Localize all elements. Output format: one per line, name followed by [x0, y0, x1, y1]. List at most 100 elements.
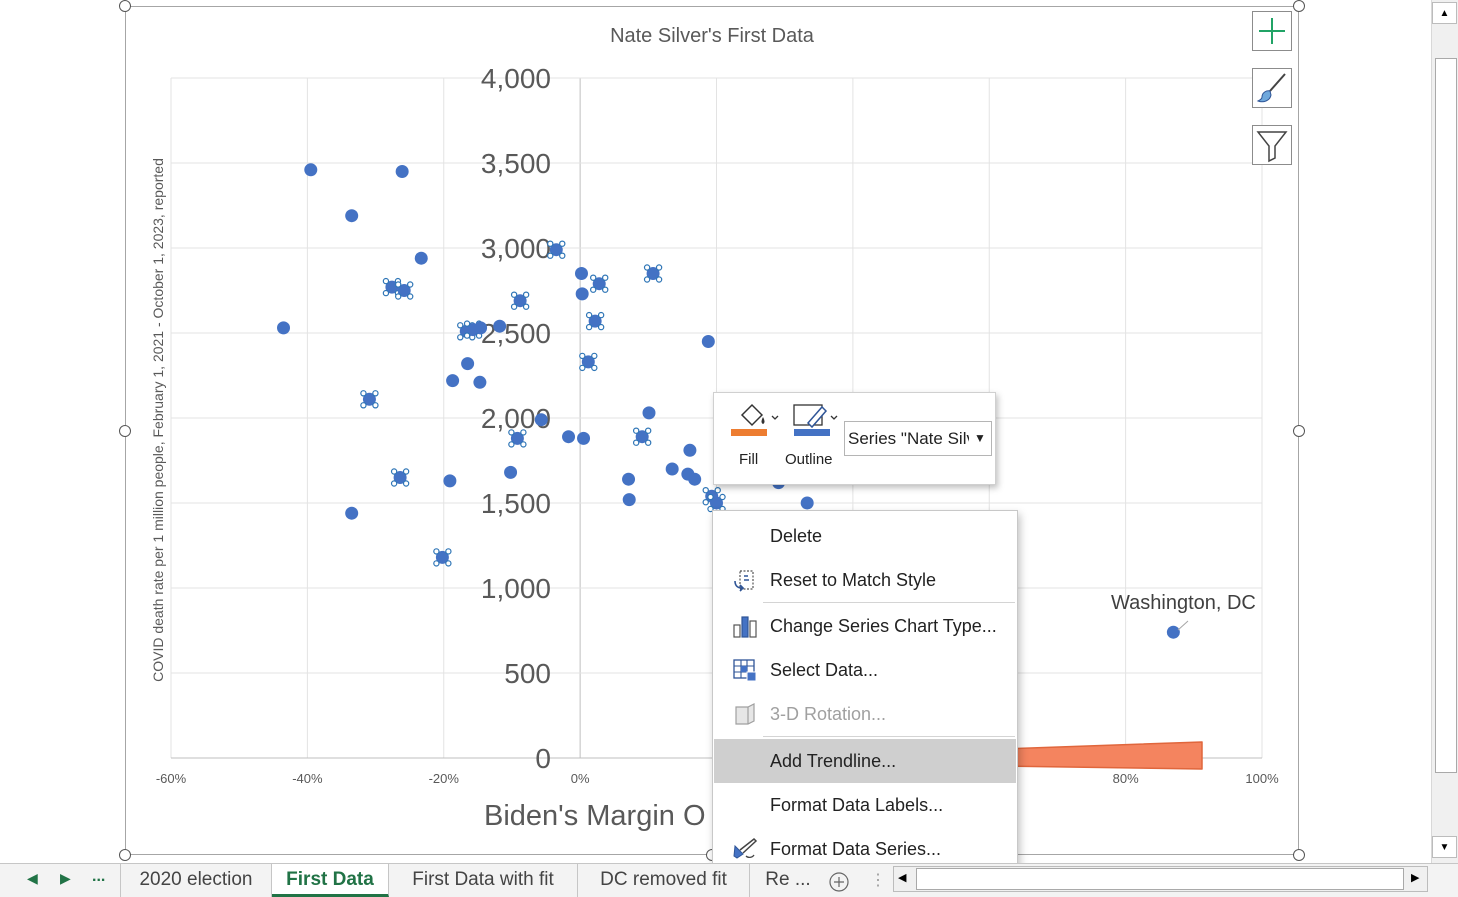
scroll-left-icon[interactable]: ◀ — [898, 872, 907, 884]
selection-handle[interactable] — [360, 402, 367, 409]
selection-handle[interactable] — [508, 441, 515, 448]
selection-handle[interactable] — [457, 322, 464, 329]
selection-handle[interactable] — [407, 293, 414, 300]
selection-handle[interactable] — [463, 332, 471, 339]
selection-handle[interactable] — [402, 480, 410, 487]
selection-handle[interactable] — [445, 560, 452, 567]
selection-handle[interactable] — [407, 281, 414, 288]
data-series[interactable] — [277, 163, 1180, 639]
data-point[interactable] — [504, 465, 518, 479]
tab-overflow-ellipsis[interactable]: ... — [92, 868, 106, 885]
sheet-tab-overflow[interactable]: Re ... — [765, 869, 811, 890]
tab-scroll-left-icon[interactable]: ◀ — [27, 870, 38, 886]
scroll-right-icon[interactable]: ▶ — [1411, 872, 1420, 884]
resize-handle-right[interactable] — [1293, 425, 1305, 437]
sheet-tab-dc-removed-fit[interactable]: DC removed fit — [578, 864, 750, 897]
selection-handle[interactable] — [585, 323, 593, 331]
selection-handle[interactable] — [372, 402, 379, 409]
menu-item-change-series-chart-type[interactable]: Change Series Chart Type... — [714, 604, 1016, 648]
selection-handle[interactable] — [579, 364, 586, 372]
resize-handle-bottom-right[interactable] — [1293, 849, 1305, 861]
data-point[interactable] — [701, 335, 715, 348]
data-point[interactable] — [446, 374, 460, 388]
data-point[interactable] — [1166, 625, 1180, 639]
menu-item-format-data-labels[interactable]: Format Data Labels... — [714, 783, 1016, 827]
selection-handle[interactable] — [520, 429, 527, 436]
data-point[interactable] — [646, 267, 660, 280]
data-point[interactable] — [577, 431, 591, 445]
selection-handle[interactable] — [597, 311, 605, 319]
selection-handle[interactable] — [655, 276, 663, 283]
selection-handle[interactable] — [644, 439, 652, 446]
x-axis-title[interactable]: Biden's Margin O — [484, 800, 706, 832]
selection-handle[interactable] — [602, 274, 609, 281]
menu-item-select-data[interactable]: Select Data... — [714, 648, 1016, 692]
selection-handle[interactable] — [590, 274, 597, 281]
selection-handle[interactable] — [643, 264, 651, 271]
data-point[interactable] — [581, 355, 595, 369]
selection-handle[interactable] — [585, 311, 593, 319]
resize-handle-bottom-left[interactable] — [119, 849, 131, 861]
horizontal-scrollbar[interactable]: ◀ ▶ — [893, 866, 1428, 892]
chart-elements-button[interactable] — [1252, 11, 1292, 51]
menu-item-format-data-series[interactable]: Format Data Series... — [714, 827, 1016, 871]
data-point[interactable] — [474, 321, 488, 335]
selection-handle[interactable] — [522, 291, 530, 298]
tab-scroll-right-icon[interactable]: ▶ — [60, 870, 71, 886]
data-point[interactable] — [575, 287, 589, 301]
chart-filters-button[interactable] — [1252, 125, 1292, 165]
selection-handle[interactable] — [508, 429, 515, 436]
selection-handle[interactable] — [579, 352, 586, 360]
selection-handle[interactable] — [445, 548, 452, 555]
data-point[interactable] — [362, 392, 376, 406]
splitter-dots-icon[interactable]: ⋮ — [870, 872, 886, 889]
data-point[interactable] — [592, 277, 606, 291]
selection-handle[interactable] — [547, 240, 554, 247]
selection-handle[interactable] — [433, 560, 440, 567]
dc-data-label[interactable]: Washington, DC — [1111, 592, 1256, 614]
data-point[interactable] — [683, 443, 697, 457]
selection-handle[interactable] — [382, 289, 390, 297]
resize-handle-top-left[interactable] — [119, 0, 131, 12]
add-sheet-icon[interactable] — [828, 871, 850, 893]
selection-handle[interactable] — [433, 548, 440, 555]
menu-item-reset-to-match-style[interactable]: Reset to Match Style — [714, 558, 1016, 602]
scroll-up-button[interactable]: ▲ — [1432, 2, 1457, 24]
data-point[interactable] — [622, 493, 636, 507]
selection-handle[interactable] — [395, 293, 402, 300]
data-point[interactable] — [635, 430, 649, 444]
selection-handle[interactable] — [707, 505, 714, 513]
y-axis-title[interactable]: COVID death rate per 1 million people, F… — [150, 158, 166, 682]
data-point[interactable] — [562, 430, 576, 444]
vertical-scroll-thumb[interactable] — [1435, 58, 1457, 773]
selection-handle[interactable] — [463, 320, 471, 327]
selection-handle[interactable] — [597, 323, 605, 331]
data-point[interactable] — [397, 284, 411, 297]
horizontal-scroll-thumb[interactable] — [916, 868, 1404, 890]
selection-handle[interactable] — [395, 281, 402, 288]
selection-handle[interactable] — [591, 352, 598, 360]
series-selector-dropdown[interactable]: Series "Nate Silv ▼ — [844, 421, 992, 456]
selection-handle[interactable] — [382, 277, 390, 285]
selection-handle[interactable] — [590, 286, 597, 293]
selection-handle[interactable] — [602, 286, 609, 293]
data-point[interactable] — [443, 474, 457, 488]
data-point[interactable] — [642, 406, 656, 420]
menu-item-delete[interactable]: Delete — [714, 514, 1016, 558]
scroll-down-button[interactable]: ▼ — [1432, 836, 1457, 858]
outline-button[interactable] — [792, 399, 844, 439]
vertical-scrollbar[interactable]: ▲ ▼ — [1431, 0, 1458, 863]
menu-item-3d-rotation[interactable]: 3-D Rotation... — [714, 692, 1016, 736]
selection-handle[interactable] — [644, 427, 652, 434]
data-point[interactable] — [414, 251, 428, 265]
resize-handle-top-right[interactable] — [1293, 0, 1305, 12]
sheet-tab-first-data[interactable]: First Data — [272, 864, 389, 897]
data-point[interactable] — [800, 496, 814, 510]
selection-handle[interactable] — [719, 493, 726, 501]
data-point[interactable] — [393, 471, 407, 484]
selection-handle[interactable] — [402, 468, 410, 475]
data-point[interactable] — [549, 243, 563, 257]
selection-handle[interactable] — [707, 493, 714, 501]
